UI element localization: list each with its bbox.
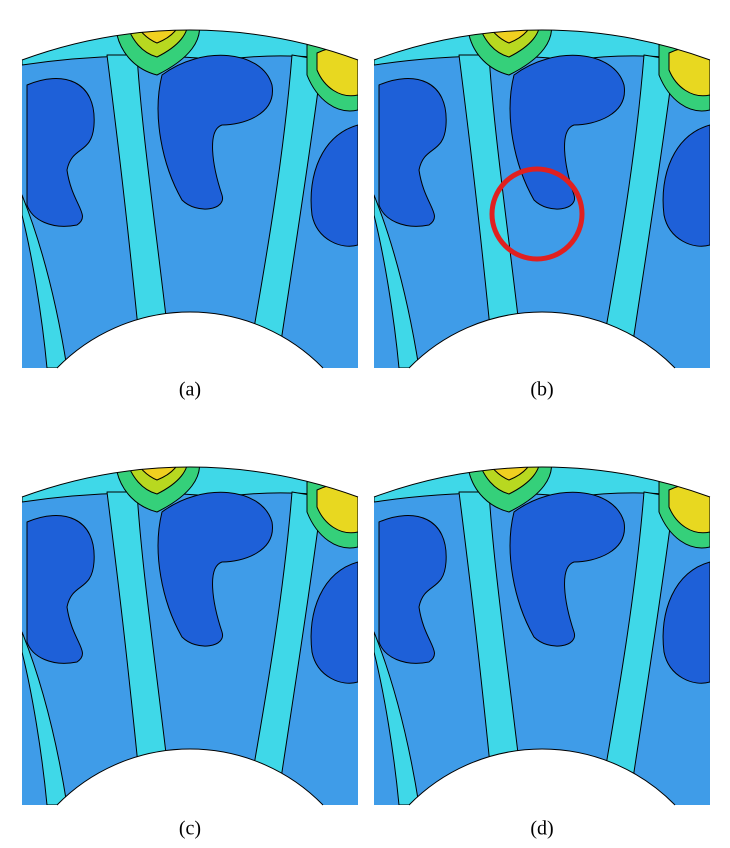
- panel-label: (a): [179, 379, 201, 401]
- panel-d: [374, 452, 710, 805]
- panel-label: (b): [530, 379, 553, 401]
- panel-c: [22, 452, 358, 805]
- panel-a: [22, 15, 358, 368]
- panel-b: [374, 15, 710, 368]
- highlight-circle: [489, 166, 585, 262]
- panel-label: (d): [530, 818, 553, 840]
- panel-label: (c): [179, 818, 201, 840]
